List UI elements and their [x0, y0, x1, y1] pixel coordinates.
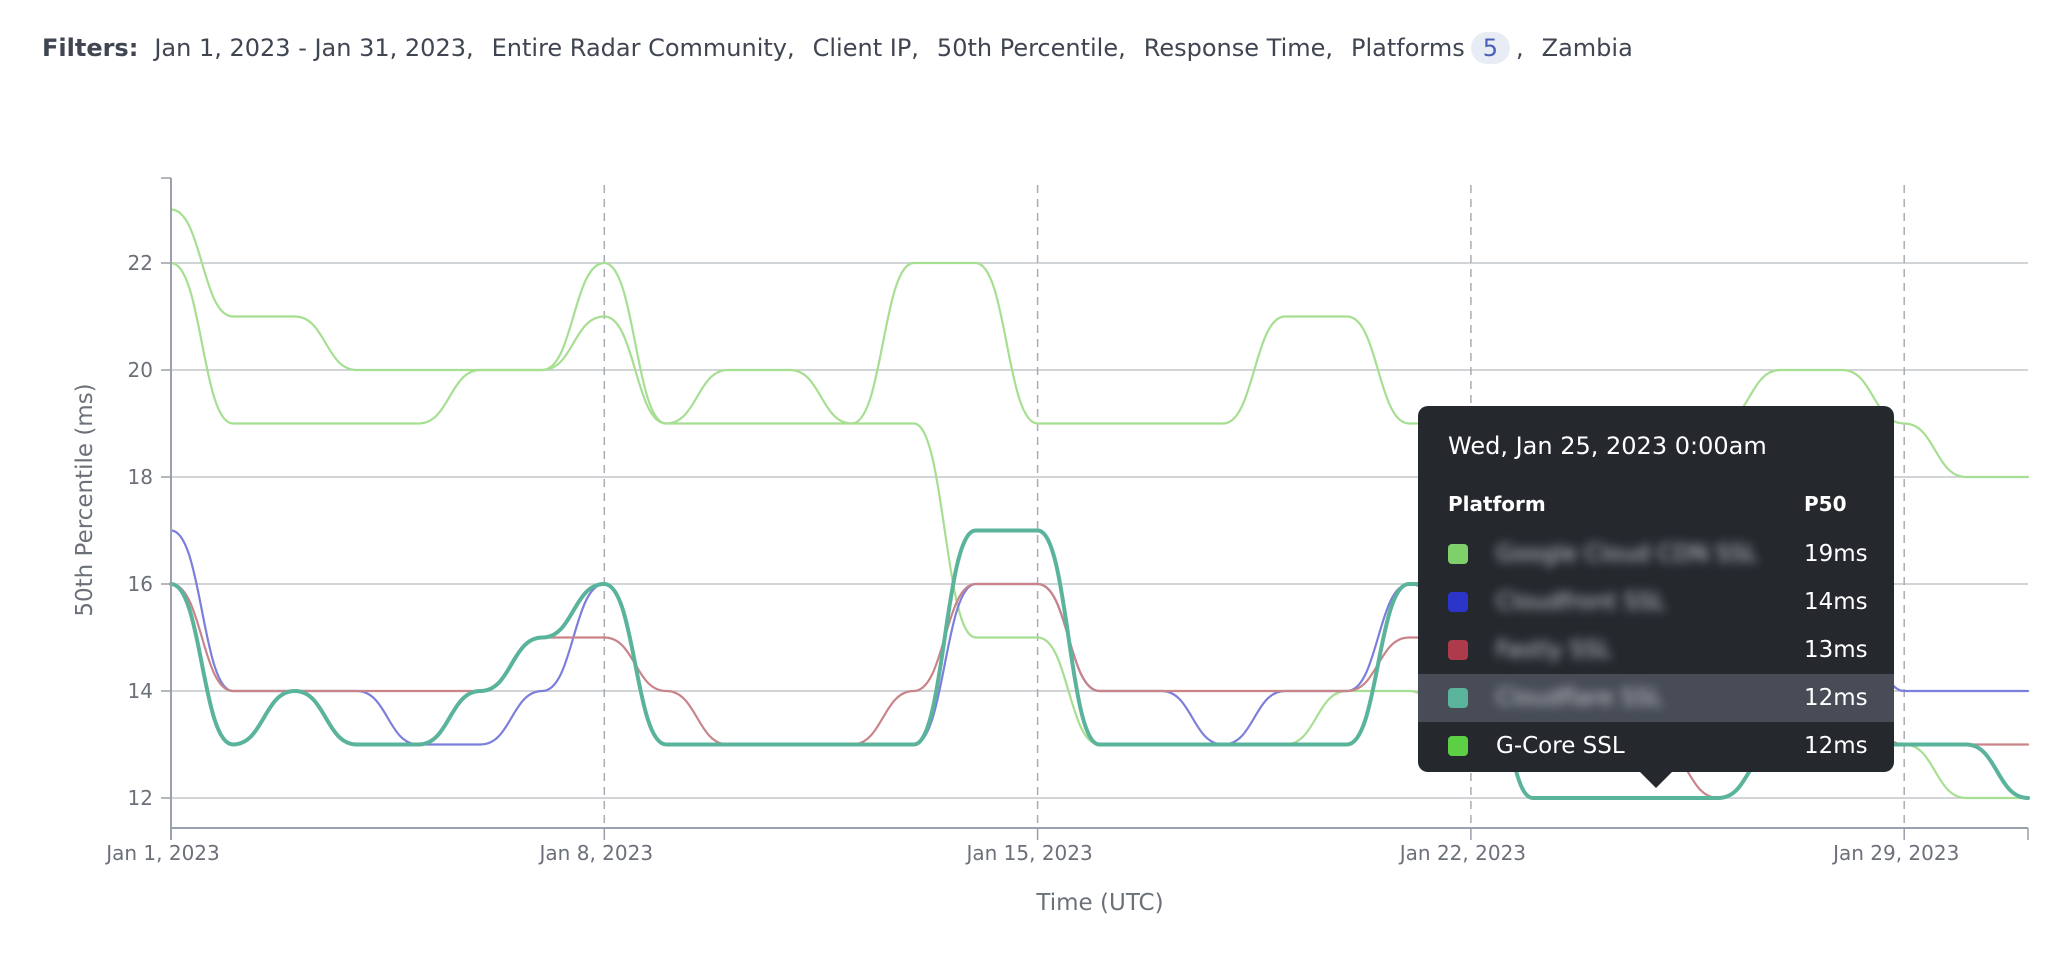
filters-label: Filters:	[42, 34, 139, 62]
tooltip-value: 12ms	[1804, 685, 1868, 711]
tooltip-platform-name: Google Cloud CDN SSL	[1496, 541, 1758, 567]
y-tick-label: 20	[128, 358, 153, 382]
filters-bar: Filters: Jan 1, 2023 - Jan 31, 2023, Ent…	[42, 32, 1633, 64]
tooltip-row: Fastly SSL 13ms	[1418, 626, 1894, 674]
tooltip-value: 13ms	[1804, 637, 1868, 663]
tooltip-row: Cloudflare SSL 12ms	[1418, 674, 1894, 722]
x-axis-title: Time (UTC)	[1035, 890, 1163, 916]
y-tick-label: 14	[128, 679, 153, 703]
filter-separator: ,	[1516, 34, 1524, 62]
series-swatch	[1448, 736, 1468, 756]
filter-community[interactable]: Entire Radar Community,	[491, 34, 795, 62]
filter-ip[interactable]: Client IP,	[812, 34, 919, 62]
platforms-count-badge[interactable]: 5	[1470, 32, 1511, 64]
tooltip-header: Platform P50	[1418, 480, 1894, 530]
x-tick-label: Jan 15, 2023	[964, 841, 1092, 865]
y-tick-label: 18	[128, 465, 153, 489]
series-swatch	[1448, 544, 1468, 564]
y-tick-label: 12	[128, 786, 153, 810]
chart-tooltip: Wed, Jan 25, 2023 0:00am Platform P50 Go…	[1418, 406, 1894, 788]
tooltip-row: Cloudfront SSL 14ms	[1418, 578, 1894, 626]
filter-metric[interactable]: Response Time,	[1143, 34, 1334, 62]
series-swatch	[1448, 688, 1468, 708]
x-tick-label: Jan 22, 2023	[1398, 841, 1526, 865]
tooltip-row: G-Core SSL 12ms	[1418, 722, 1894, 770]
tooltip-value: 14ms	[1804, 589, 1868, 615]
tooltip-rows: Google Cloud CDN SSL 19ms Cloudfront SSL 14…	[1418, 530, 1894, 770]
tooltip-date: Wed, Jan 25, 2023 0:00am	[1448, 432, 1767, 460]
series-line-5	[169, 528, 2030, 800]
tooltip-platform-name: Cloudfront SSL	[1496, 589, 1666, 615]
tooltip-value: 12ms	[1804, 733, 1868, 759]
tooltip-col-value: P50	[1804, 492, 1847, 516]
filter-location[interactable]: Zambia	[1541, 34, 1633, 62]
tooltip-platform-name: G-Core SSL	[1496, 733, 1625, 759]
tooltip-platform-name: Cloudflare SSL	[1496, 685, 1663, 711]
filter-date-range[interactable]: Jan 1, 2023 - Jan 31, 2023,	[154, 34, 474, 62]
tooltip-col-platform: Platform	[1448, 492, 1546, 516]
x-tick-label: Jan 8, 2023	[538, 841, 654, 865]
filter-percentile[interactable]: 50th Percentile,	[936, 34, 1126, 62]
tooltip-platform-name: Fastly SSL	[1496, 637, 1612, 663]
y-tick-label: 16	[128, 572, 153, 596]
tooltip-value: 19ms	[1804, 541, 1868, 567]
x-tick-label: Jan 1, 2023	[104, 841, 220, 865]
x-tick-label: Jan 29, 2023	[1831, 841, 1959, 865]
series-swatch	[1448, 592, 1468, 612]
tooltip-row: Google Cloud CDN SSL 19ms	[1418, 530, 1894, 578]
y-axis-title: 50th Percentile (ms)	[72, 383, 98, 616]
y-tick-label: 22	[128, 251, 153, 275]
series-swatch	[1448, 640, 1468, 660]
filter-platforms[interactable]: Platforms	[1351, 34, 1465, 62]
